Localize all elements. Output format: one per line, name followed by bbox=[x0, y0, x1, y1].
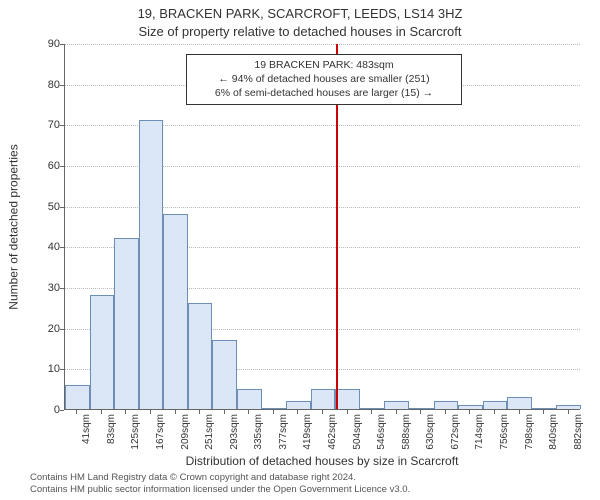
histogram-bar bbox=[65, 385, 90, 409]
y-tick-label: 10 bbox=[30, 363, 60, 375]
histogram-bar bbox=[409, 408, 434, 409]
y-tick-label: 80 bbox=[30, 79, 60, 91]
x-tick-label: 41sqm bbox=[81, 414, 93, 464]
histogram-bar bbox=[556, 405, 581, 409]
gridline bbox=[65, 44, 580, 45]
x-tick-mark bbox=[322, 410, 323, 414]
histogram-bar bbox=[458, 405, 483, 409]
y-tick-label: 40 bbox=[30, 241, 60, 253]
x-tick-label: 798sqm bbox=[524, 414, 536, 464]
x-tick-mark bbox=[175, 410, 176, 414]
y-tick-mark bbox=[60, 207, 64, 208]
y-tick-mark bbox=[60, 166, 64, 167]
y-tick-label: 20 bbox=[30, 323, 60, 335]
y-tick-label: 70 bbox=[30, 119, 60, 131]
y-tick-label: 90 bbox=[30, 38, 60, 50]
histogram-bar bbox=[483, 401, 508, 409]
x-tick-mark bbox=[125, 410, 126, 414]
annotation-line3: 6% of semi-detached houses are larger (1… bbox=[193, 86, 455, 100]
x-tick-mark bbox=[543, 410, 544, 414]
x-tick-mark bbox=[568, 410, 569, 414]
x-tick-label: 840sqm bbox=[548, 414, 560, 464]
x-tick-label: 714sqm bbox=[474, 414, 486, 464]
histogram-bar bbox=[139, 120, 164, 409]
x-tick-label: 882sqm bbox=[573, 414, 585, 464]
histogram-bar bbox=[237, 389, 262, 409]
y-tick-mark bbox=[60, 369, 64, 370]
x-tick-mark bbox=[519, 410, 520, 414]
y-tick-label: 50 bbox=[30, 201, 60, 213]
annotation-line1: 19 BRACKEN PARK: 483sqm bbox=[193, 58, 455, 72]
x-tick-label: 672sqm bbox=[450, 414, 462, 464]
x-tick-mark bbox=[199, 410, 200, 414]
x-tick-mark bbox=[297, 410, 298, 414]
histogram-bar bbox=[188, 303, 213, 409]
x-tick-label: 125sqm bbox=[130, 414, 142, 464]
y-tick-mark bbox=[60, 44, 64, 45]
x-tick-mark bbox=[101, 410, 102, 414]
y-axis-label: Number of detached properties bbox=[6, 44, 22, 410]
histogram-bar bbox=[507, 397, 532, 409]
x-tick-label: 167sqm bbox=[155, 414, 167, 464]
histogram-bar bbox=[212, 340, 237, 409]
y-tick-mark bbox=[60, 329, 64, 330]
histogram-bar bbox=[360, 408, 385, 409]
x-tick-label: 209sqm bbox=[180, 414, 192, 464]
y-tick-mark bbox=[60, 247, 64, 248]
x-tick-label: 630sqm bbox=[425, 414, 437, 464]
histogram-bar bbox=[434, 401, 459, 409]
y-tick-label: 60 bbox=[30, 160, 60, 172]
x-tick-label: 546sqm bbox=[376, 414, 388, 464]
histogram-bar bbox=[384, 401, 409, 409]
annotation-box: 19 BRACKEN PARK: 483sqm ← 94% of detache… bbox=[186, 54, 462, 105]
x-tick-label: 293sqm bbox=[229, 414, 241, 464]
histogram-bar bbox=[286, 401, 311, 409]
x-tick-mark bbox=[445, 410, 446, 414]
y-tick-mark bbox=[60, 410, 64, 411]
y-tick-mark bbox=[60, 288, 64, 289]
x-tick-mark bbox=[76, 410, 77, 414]
y-tick-mark bbox=[60, 125, 64, 126]
histogram-bar bbox=[532, 408, 557, 409]
x-tick-mark bbox=[347, 410, 348, 414]
x-tick-label: 83sqm bbox=[106, 414, 118, 464]
x-tick-mark bbox=[420, 410, 421, 414]
y-tick-mark bbox=[60, 85, 64, 86]
x-tick-label: 462sqm bbox=[327, 414, 339, 464]
x-tick-label: 419sqm bbox=[302, 414, 314, 464]
histogram-bar bbox=[90, 295, 115, 409]
histogram-bar bbox=[114, 238, 139, 409]
annotation-line2: ← 94% of detached houses are smaller (25… bbox=[193, 72, 455, 86]
x-tick-label: 251sqm bbox=[204, 414, 216, 464]
x-tick-mark bbox=[371, 410, 372, 414]
x-tick-label: 335sqm bbox=[253, 414, 265, 464]
x-tick-mark bbox=[494, 410, 495, 414]
x-tick-label: 504sqm bbox=[352, 414, 364, 464]
y-tick-label: 0 bbox=[30, 404, 60, 416]
x-tick-mark bbox=[273, 410, 274, 414]
histogram-bar bbox=[311, 389, 336, 409]
x-tick-label: 588sqm bbox=[401, 414, 413, 464]
x-tick-mark bbox=[150, 410, 151, 414]
x-tick-mark bbox=[469, 410, 470, 414]
chart-title-line1: 19, BRACKEN PARK, SCARCROFT, LEEDS, LS14… bbox=[0, 6, 600, 21]
y-tick-label: 30 bbox=[30, 282, 60, 294]
x-tick-mark bbox=[396, 410, 397, 414]
x-tick-label: 756sqm bbox=[499, 414, 511, 464]
x-tick-mark bbox=[248, 410, 249, 414]
histogram-bar bbox=[163, 214, 188, 409]
footer-attribution: Contains HM Land Registry data © Crown c… bbox=[30, 472, 590, 496]
histogram-bar bbox=[335, 389, 360, 409]
x-tick-mark bbox=[224, 410, 225, 414]
x-tick-label: 377sqm bbox=[278, 414, 290, 464]
histogram-bar bbox=[262, 408, 287, 409]
chart-title-line2: Size of property relative to detached ho… bbox=[0, 24, 600, 39]
